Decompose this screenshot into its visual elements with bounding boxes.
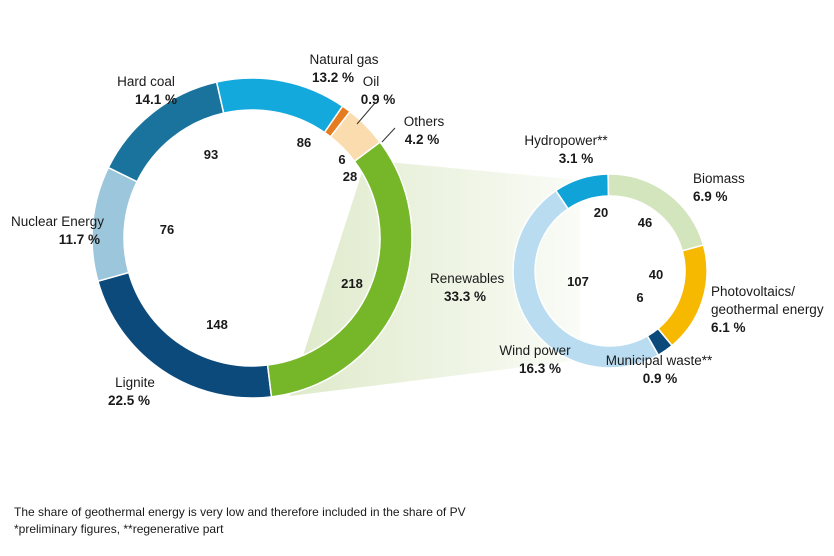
value-label-natural-gas: 86	[297, 135, 311, 150]
footnote-geothermal: The share of geothermal energy is very l…	[14, 505, 466, 519]
value-label-lignite: 148	[206, 317, 228, 332]
value-label-renewables: 218	[341, 276, 363, 291]
category-label-others: Others	[404, 114, 445, 129]
category-label-lignite: Lignite	[115, 375, 155, 390]
category-label-biomass: Biomass	[693, 171, 745, 186]
share-label-lignite: 22.5 %	[108, 393, 150, 408]
footnote-preliminary: *preliminary figures, **regenerative par…	[14, 522, 224, 536]
value-label-hydropower: 20	[594, 205, 608, 220]
share-label-natural-gas: 13.2 %	[312, 70, 354, 85]
category-label-hydropower: Hydropower**	[524, 133, 608, 148]
category-label-hard-coal: Hard coal	[117, 74, 175, 89]
donut-segment-natural-gas	[215, 77, 344, 134]
share-label-hard-coal: 14.1 %	[135, 92, 177, 107]
share-label-others: 4.2 %	[405, 132, 440, 147]
category-label-municipal-waste: Municipal waste**	[606, 353, 713, 368]
category-label-wind: Wind power	[499, 343, 571, 358]
others-leader-line	[381, 127, 396, 143]
donut-segment-wind-power	[512, 189, 660, 369]
share-label-hydropower: 3.1 %	[559, 151, 594, 166]
share-label-renewables: 33.3 %	[444, 289, 486, 304]
category-label-pv-line1: Photovoltaics/	[711, 284, 795, 299]
category-label-natural-gas: Natural gas	[309, 52, 378, 67]
oil-leader-line	[356, 102, 376, 125]
donut-segment-renewables	[266, 141, 413, 398]
value-label-others: 28	[343, 169, 357, 184]
value-label-municipal-waste: 6	[636, 290, 643, 305]
primary-energy-donut	[91, 77, 413, 399]
share-label-oil: 0.9 %	[361, 92, 396, 107]
share-label-wind: 16.3 %	[519, 361, 561, 376]
share-label-municipal-waste: 0.9 %	[643, 371, 678, 386]
share-label-biomass: 6.9 %	[693, 189, 728, 204]
renewables-detail-donut	[512, 173, 708, 369]
value-label-nuclear: 76	[160, 222, 174, 237]
value-label-biomass: 46	[638, 215, 652, 230]
donut-segment-photovoltaics-geothermal-energy	[656, 244, 708, 347]
value-label-wind: 107	[567, 274, 589, 289]
category-label-pv-line2: geothermal energy	[711, 302, 824, 317]
category-label-renewables: Renewables	[430, 271, 505, 286]
value-label-pv: 40	[649, 267, 663, 282]
value-label-hard-coal: 93	[204, 147, 218, 162]
donut-segment-biomass	[607, 173, 705, 252]
share-label-pv: 6.1 %	[711, 320, 746, 335]
share-label-nuclear: 11.7 %	[59, 232, 100, 247]
category-label-oil: Oil	[363, 74, 380, 89]
category-label-nuclear: Nuclear Energy	[11, 214, 104, 229]
value-label-oil: 6	[338, 152, 345, 167]
